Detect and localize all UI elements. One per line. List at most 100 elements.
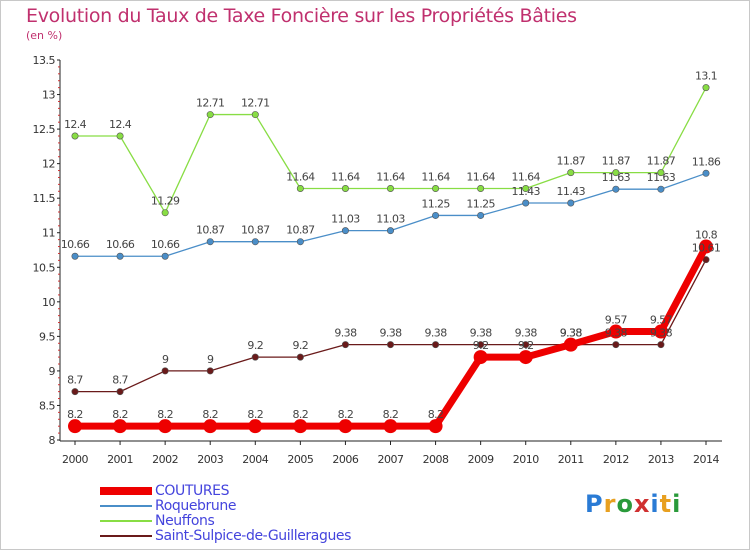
- proxiti-logo: Proxiti: [585, 490, 681, 518]
- data-label: 9: [207, 353, 214, 366]
- data-point: [341, 341, 349, 349]
- data-label: 9.38: [560, 327, 583, 340]
- data-label: 11.64: [511, 171, 540, 184]
- data-point: [612, 341, 620, 349]
- data-label: 11.87: [557, 155, 586, 168]
- data-label: 8.7: [112, 374, 128, 387]
- data-label: 11.64: [286, 171, 315, 184]
- x-tick-label: 2007: [378, 453, 404, 466]
- data-label: 10.8: [695, 229, 718, 242]
- data-point: [608, 324, 623, 339]
- data-label: 10.87: [286, 224, 315, 237]
- data-label: 12.4: [109, 118, 132, 131]
- data-label: 11.43: [511, 185, 540, 198]
- y-tick-label: 8: [49, 434, 56, 447]
- data-point: [612, 169, 620, 177]
- data-label: 9.38: [334, 327, 357, 340]
- data-point: [428, 419, 443, 434]
- data-label: 9.57: [605, 314, 628, 327]
- data-point: [657, 185, 665, 193]
- data-point: [248, 419, 263, 434]
- data-point: [206, 238, 214, 246]
- chart-title: Evolution du Taux de Taxe Foncière sur l…: [26, 5, 577, 27]
- data-label: 9.2: [247, 339, 263, 352]
- data-label: 9.38: [515, 327, 538, 340]
- data-point: [612, 185, 620, 193]
- data-point: [68, 419, 82, 434]
- data-label: 11.63: [602, 171, 631, 184]
- logo-letter: P: [585, 490, 604, 518]
- data-label: 11.29: [151, 195, 180, 208]
- data-label: 11.87: [647, 155, 676, 168]
- data-point: [477, 211, 485, 219]
- data-point: [702, 169, 710, 177]
- legend-swatch: [100, 535, 152, 537]
- data-point: [518, 350, 533, 365]
- data-label: 9.38: [560, 327, 583, 340]
- data-point: [338, 419, 353, 434]
- data-label: 13.1: [695, 70, 717, 83]
- data-point: [113, 419, 128, 434]
- data-point: [116, 252, 124, 260]
- data-label: 9.38: [650, 327, 673, 340]
- logo-letter: t: [659, 490, 673, 518]
- data-label: 8.2: [383, 408, 399, 421]
- x-tick-label: 2014: [693, 453, 719, 466]
- data-point: [251, 111, 259, 119]
- data-point: [386, 227, 394, 235]
- data-label: 8.2: [202, 408, 218, 421]
- data-label: 8.2: [247, 408, 263, 421]
- series-neuffons: [71, 84, 710, 217]
- data-point: [71, 132, 79, 140]
- series-roquebrune: [71, 169, 710, 260]
- data-label: 9.2: [293, 339, 309, 352]
- logo-letter: i: [650, 490, 660, 518]
- data-label: 9.38: [605, 327, 628, 340]
- data-label: 8.2: [428, 408, 444, 421]
- data-point: [522, 341, 530, 349]
- series-saint-sulpice-de-guilleragues: [71, 256, 710, 396]
- y-tick-label: 13.5: [33, 54, 56, 67]
- data-point: [432, 341, 440, 349]
- data-label: 10.66: [106, 238, 135, 251]
- data-point: [477, 185, 485, 193]
- data-point: [296, 353, 304, 361]
- data-point: [432, 185, 440, 193]
- data-point: [567, 199, 575, 207]
- data-label: 9.38: [379, 327, 402, 340]
- data-label: 11.64: [421, 171, 450, 184]
- legend-label: Neuffons: [155, 513, 215, 529]
- data-label: 8.2: [338, 408, 354, 421]
- data-point: [653, 324, 668, 339]
- data-label: 11.87: [602, 155, 631, 168]
- y-tick-label: 12.5: [33, 123, 56, 136]
- x-tick-label: 2005: [287, 453, 313, 466]
- data-label: 11.03: [331, 213, 360, 226]
- data-label: 9.2: [518, 339, 534, 352]
- x-tick-label: 2011: [558, 453, 584, 466]
- x-tick-label: 2000: [62, 453, 88, 466]
- data-label: 12.71: [196, 97, 225, 110]
- data-point: [293, 419, 308, 434]
- data-point: [203, 419, 218, 434]
- legend-label: Roquebrune: [155, 498, 237, 514]
- data-point: [206, 111, 214, 119]
- data-point: [383, 419, 398, 434]
- data-point: [341, 185, 349, 193]
- data-point: [473, 350, 488, 365]
- logo-letter: x: [633, 490, 651, 518]
- data-label: 8.2: [157, 408, 173, 421]
- data-point: [699, 239, 713, 254]
- x-tick-label: 2013: [648, 453, 674, 466]
- data-label: 8.2: [112, 408, 128, 421]
- legend-swatch: [100, 520, 152, 522]
- data-label: 11.43: [557, 185, 586, 198]
- y-tick-label: 10.5: [33, 261, 56, 274]
- legend-swatch: [100, 505, 152, 507]
- data-point: [563, 337, 578, 352]
- data-label: 8.7: [67, 374, 83, 387]
- logo-letter: r: [603, 490, 617, 518]
- data-label: 9.38: [470, 327, 493, 340]
- series-coutures: [68, 239, 713, 434]
